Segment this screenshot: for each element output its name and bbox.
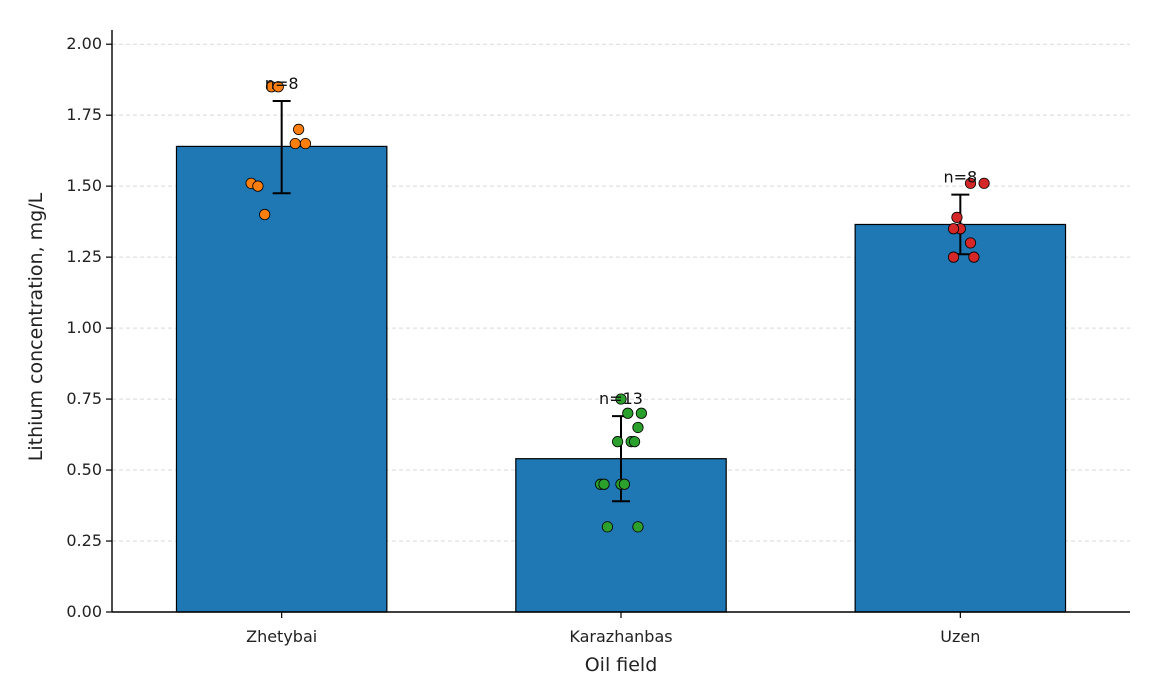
bar <box>175 145 388 613</box>
data-point <box>964 237 977 249</box>
y-tick-label: 0.50 <box>66 460 102 479</box>
data-point <box>618 478 630 490</box>
data-point <box>632 521 644 533</box>
n-labels: n=8 n=13 n=8 <box>265 74 977 408</box>
data-point <box>947 251 960 263</box>
error-bars <box>272 99 970 503</box>
x-axis-title: Oil field <box>585 654 658 676</box>
data-point <box>628 436 641 448</box>
axes: 0.00 0.25 0.50 0.75 1.00 1.25 1.50 1.75 2.00 Zhet… <box>66 30 1130 646</box>
data-point <box>612 436 624 448</box>
data-point <box>978 177 990 189</box>
data-points <box>245 81 990 533</box>
data-point <box>299 137 312 150</box>
data-point <box>947 223 960 235</box>
n-label: n=8 <box>265 74 299 93</box>
data-point <box>951 211 963 223</box>
data-point <box>259 208 271 221</box>
bar <box>854 223 1067 613</box>
bars <box>175 145 1067 613</box>
data-point <box>293 123 305 135</box>
n-label: n=8 <box>943 168 977 187</box>
data-point <box>615 393 627 405</box>
data-point <box>622 407 634 419</box>
y-tick-label: 1.00 <box>66 318 102 337</box>
y-tick-label: 0.25 <box>66 531 102 550</box>
data-point <box>598 478 610 490</box>
y-tick-label: 0.75 <box>66 389 102 408</box>
data-point <box>272 81 284 93</box>
data-point <box>632 421 644 434</box>
x-tick-label: Uzen <box>940 627 980 646</box>
y-tick-label: 1.25 <box>66 247 102 266</box>
data-point <box>635 407 647 419</box>
data-point <box>289 137 301 150</box>
y-tick-label: 0.00 <box>66 602 102 621</box>
y-axis-title: Lithium concentration, mg/L <box>25 192 47 461</box>
data-point <box>964 177 977 189</box>
x-tick-label: Zhetybai <box>246 627 317 646</box>
data-point <box>252 180 264 192</box>
data-point <box>601 521 614 533</box>
data-point <box>968 251 980 263</box>
n-label: n=13 <box>599 389 643 408</box>
y-tick-label: 1.75 <box>66 105 102 124</box>
y-tick-label: 1.50 <box>66 176 102 195</box>
x-tick-label: Karazhanbas <box>569 627 672 646</box>
y-tick-label: 2.00 <box>66 34 102 53</box>
